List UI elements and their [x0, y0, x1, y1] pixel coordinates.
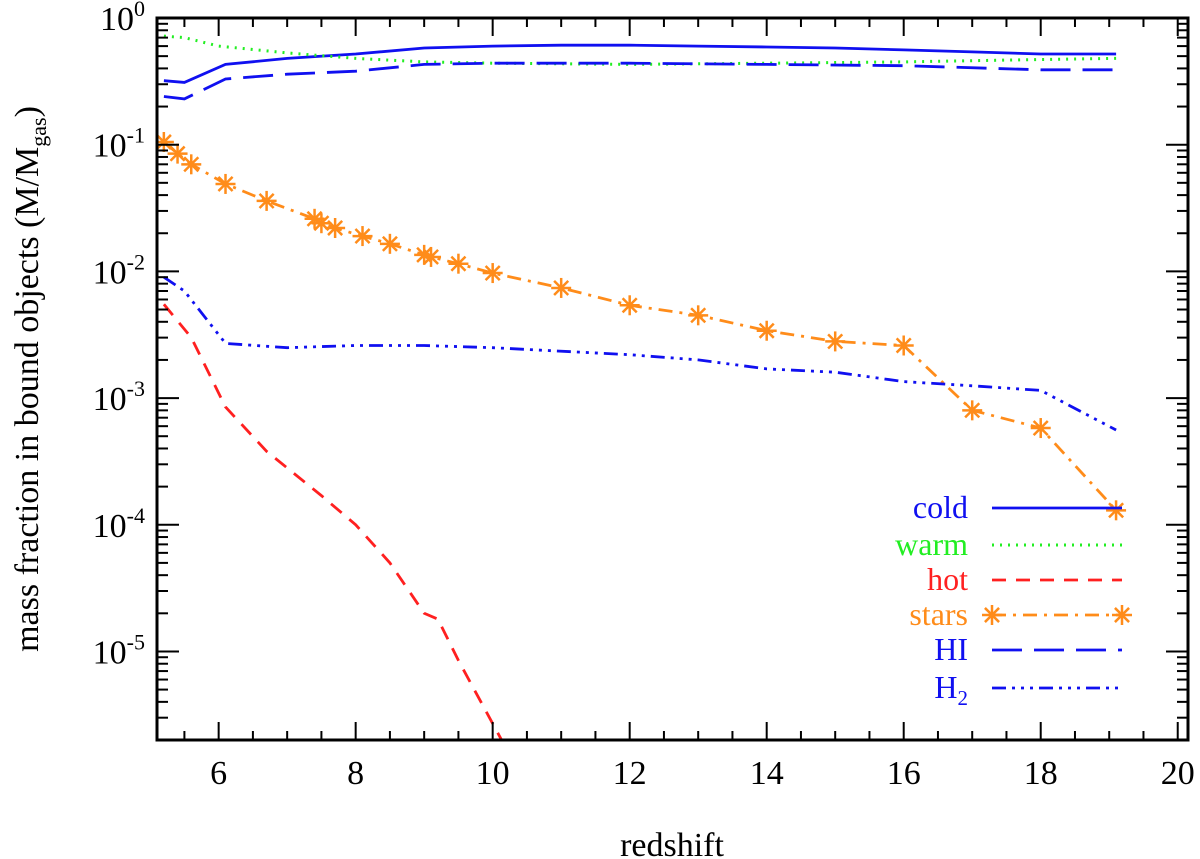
data-point-stars [1030, 418, 1051, 439]
asterisk-marker [313, 215, 330, 232]
series-line-cold [163, 43, 1117, 84]
asterisk-marker [169, 145, 186, 162]
asterisk-marker [258, 192, 275, 209]
y-tick-label: 10-3 [93, 376, 145, 418]
asterisk-marker [354, 228, 371, 245]
series-cold [163, 43, 1117, 84]
data-point-stars [825, 331, 846, 352]
x-axis-label: redshift [620, 827, 724, 859]
legend-label-stars: stars [909, 596, 968, 632]
x-tick-label: 20 [1161, 755, 1195, 792]
data-point-stars [181, 154, 202, 175]
asterisk-marker [217, 175, 234, 192]
legend-marker [1114, 607, 1130, 623]
y-axis-label: mass fraction in bound objects (M/Mgas) [9, 106, 51, 652]
data-point-stars [448, 253, 469, 274]
data-point-stars [352, 226, 373, 247]
asterisk-marker [416, 246, 433, 263]
asterisk-marker [381, 235, 398, 252]
y-tick-label: 10-1 [93, 123, 145, 165]
x-tick-label: 10 [476, 755, 510, 792]
asterisk-marker [183, 156, 200, 173]
data-point-stars [688, 305, 709, 326]
series-line-hi [163, 61, 1117, 101]
series-line-stars [162, 140, 1118, 512]
x-tick-label: 12 [613, 755, 647, 792]
asterisk-marker [758, 322, 775, 339]
asterisk-marker [306, 210, 323, 227]
data-point-stars [962, 400, 983, 421]
asterisk-marker [1108, 502, 1125, 519]
asterisk-marker [423, 248, 439, 265]
series-hi [163, 61, 1117, 101]
y-tick-label: 10-5 [93, 629, 145, 671]
x-tick-label: 18 [1024, 755, 1058, 792]
asterisk-marker [964, 402, 981, 419]
data-point-stars [1106, 500, 1127, 521]
axis-ticks: 6 8 10 12 14 16 18 20 100 10-1 10-2 10-3 10-4 10-5 [93, 0, 1195, 792]
asterisk-marker [327, 220, 344, 236]
asterisk-marker [690, 307, 707, 324]
x-tick-label: 6 [210, 755, 227, 792]
data-point-stars [325, 217, 346, 238]
legend-label-hi: HI [934, 631, 968, 667]
series-stars [157, 132, 1127, 521]
data-point-stars [379, 233, 400, 254]
asterisk-marker [895, 337, 912, 354]
x-tick-label: 14 [750, 755, 784, 792]
data-point-stars [482, 263, 503, 284]
plot-area [157, 34, 1127, 740]
series-line-hot [162, 303, 503, 740]
data-point-stars [893, 335, 914, 356]
asterisk-marker [157, 134, 172, 150]
y-tick-label: 10-4 [93, 503, 145, 545]
plot-frame [155, 16, 1190, 742]
x-tick-label: 8 [347, 755, 364, 792]
asterisk-marker [553, 279, 570, 296]
data-point-stars [215, 173, 236, 194]
y-tick-label: 100 [100, 0, 145, 38]
data-point-stars [256, 190, 277, 211]
series-warm [163, 34, 1117, 66]
asterisk-marker [827, 333, 844, 350]
series-line-warm [163, 34, 1117, 66]
data-point-stars [421, 246, 442, 267]
legend-marker [984, 607, 1000, 623]
legend-label-hot: hot [927, 561, 968, 597]
series-hot [162, 303, 503, 740]
data-point-stars [619, 295, 640, 316]
asterisk-marker [1032, 420, 1049, 436]
legend-label-warm: warm [895, 526, 968, 562]
x-tick-label: 16 [887, 755, 921, 792]
data-point-stars [167, 143, 188, 164]
data-point-stars [756, 320, 777, 341]
data-point-stars [551, 277, 572, 298]
asterisk-marker [621, 297, 638, 314]
y-tick-label: 10-2 [93, 249, 145, 291]
legend-label-cold: cold [913, 489, 968, 525]
asterisk-marker [450, 255, 467, 272]
legend-label-h2: H2 [934, 669, 968, 710]
asterisk-marker [484, 265, 501, 282]
data-point-stars [311, 213, 332, 234]
